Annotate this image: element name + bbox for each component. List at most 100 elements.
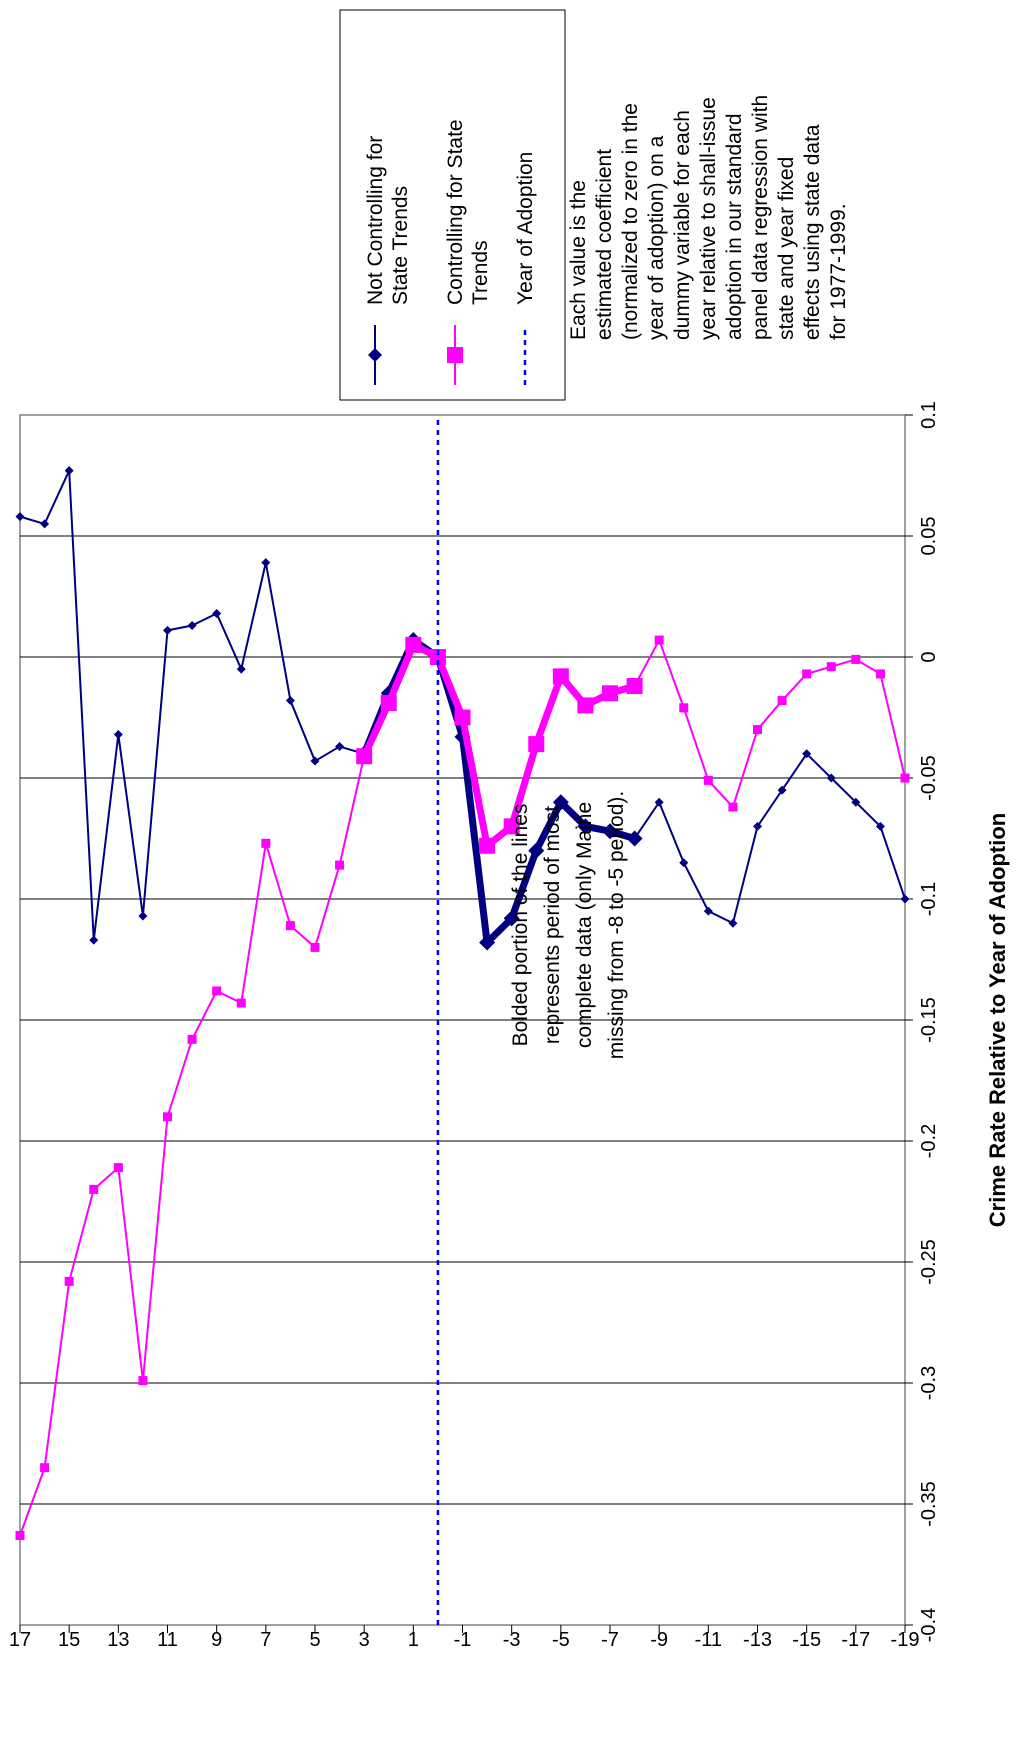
data-point <box>285 921 295 931</box>
legend-box <box>339 9 566 401</box>
data-point <box>40 519 50 529</box>
data-point <box>654 635 664 645</box>
data-point <box>163 1112 172 1122</box>
x-tick-group: 9 <box>211 1629 222 1651</box>
data-point <box>679 703 689 713</box>
x-tick-group: -15 <box>792 1629 821 1651</box>
y-tick-label: -0.15 <box>918 997 940 1043</box>
data-point <box>602 823 618 840</box>
figure-note: Each value is the estimated coefficient (n… <box>567 95 850 340</box>
x-tick-label: -13 <box>743 1629 772 1651</box>
bold-annotation: Bolded portion of the lines represents pe… <box>509 791 628 1059</box>
x-tick-label: -3 <box>503 1629 521 1651</box>
data-point <box>429 649 446 665</box>
data-point <box>335 742 345 752</box>
data-point <box>356 748 373 765</box>
x-tick-group: -1 <box>454 1629 472 1651</box>
series-1 <box>15 635 910 1540</box>
data-point <box>503 910 520 927</box>
data-point <box>577 697 594 714</box>
data-point <box>777 696 787 706</box>
gridlines <box>20 535 905 1505</box>
x-tick-label: 9 <box>211 1629 222 1651</box>
data-point <box>236 998 246 1008</box>
x-tick-label: 17 <box>9 1629 31 1651</box>
series-layer <box>15 415 910 1625</box>
data-point <box>310 756 320 766</box>
legend-label: Year of Adoption <box>514 152 537 305</box>
data-point <box>405 636 422 653</box>
legend-label: Not Controlling forState Trends <box>364 136 412 305</box>
data-point <box>851 654 861 664</box>
data-point <box>679 858 689 868</box>
data-point <box>187 621 197 631</box>
data-point <box>261 558 271 568</box>
data-point <box>89 935 99 945</box>
data-point <box>163 625 172 635</box>
data-point <box>310 942 320 952</box>
data-point <box>654 797 664 807</box>
data-point <box>187 1034 197 1044</box>
data-point <box>528 736 545 753</box>
legend-item-2: Year of Adoption <box>514 152 537 385</box>
data-point <box>212 986 222 996</box>
x-tick-group: -5 <box>552 1629 570 1651</box>
y-axis-ticks: 0.1 0.05 0 -0.05 -0.1 -0.15 -0.2 -0.25 -0.3 -0.35… <box>905 401 940 1642</box>
data-point <box>138 911 148 921</box>
y-tick-label: 0.1 <box>918 401 940 429</box>
data-point <box>89 1184 99 1194</box>
data-point <box>479 934 496 951</box>
data-point <box>728 802 738 812</box>
data-point <box>40 1463 50 1473</box>
x-tick-group: 1 <box>408 1629 419 1651</box>
data-point <box>479 837 496 854</box>
y-tick-label: -0.4 <box>918 1608 940 1642</box>
data-point <box>577 818 594 835</box>
x-tick-label: -5 <box>552 1629 570 1651</box>
y-tick-label: -0.35 <box>918 1481 940 1527</box>
x-tick-group: -13 <box>743 1629 772 1651</box>
x-tick-group: -17 <box>841 1629 870 1651</box>
data-point <box>503 818 520 835</box>
x-tick-group: -3 <box>503 1629 521 1651</box>
x-tick-label: -1 <box>454 1629 472 1651</box>
x-tick-label: -11 <box>695 1629 722 1651</box>
data-point <box>113 1163 123 1173</box>
data-point <box>626 678 643 695</box>
data-point <box>64 466 74 476</box>
y-tick-label: -0.2 <box>918 1124 940 1158</box>
y-tick-label: -0.05 <box>918 755 940 801</box>
x-tick-label: 1 <box>408 1629 419 1651</box>
data-point <box>380 694 397 711</box>
legend-label: Controlling for StateTrends <box>444 119 492 305</box>
data-point <box>528 842 545 859</box>
data-point <box>900 894 910 904</box>
data-point <box>753 821 762 831</box>
y-tick-label: -0.3 <box>918 1366 940 1400</box>
x-tick-label: -15 <box>792 1629 821 1651</box>
data-point <box>802 669 812 679</box>
x-tick-label: -19 <box>891 1629 920 1651</box>
data-point <box>826 773 836 783</box>
x-tick-label: 5 <box>309 1629 320 1651</box>
x-tick-label: 13 <box>107 1629 129 1651</box>
legend-item-1: Controlling for StateTrends <box>444 119 492 385</box>
x-tick-group: -7 <box>601 1629 619 1651</box>
data-point <box>113 729 123 739</box>
data-point <box>15 1530 25 1540</box>
data-point <box>703 906 713 916</box>
x-tick-label: 3 <box>359 1629 370 1651</box>
data-point <box>703 775 713 785</box>
y-tick-label: -0.1 <box>918 882 940 916</box>
data-point <box>626 830 643 847</box>
data-point <box>875 669 885 679</box>
x-tick-group: 11 <box>157 1629 178 1651</box>
x-tick-label: -7 <box>601 1629 619 1651</box>
data-point <box>15 512 25 522</box>
data-point <box>802 749 812 759</box>
data-point <box>138 1376 148 1386</box>
x-tick-label: 7 <box>260 1629 271 1651</box>
data-point <box>64 1276 74 1286</box>
data-point <box>335 860 345 870</box>
